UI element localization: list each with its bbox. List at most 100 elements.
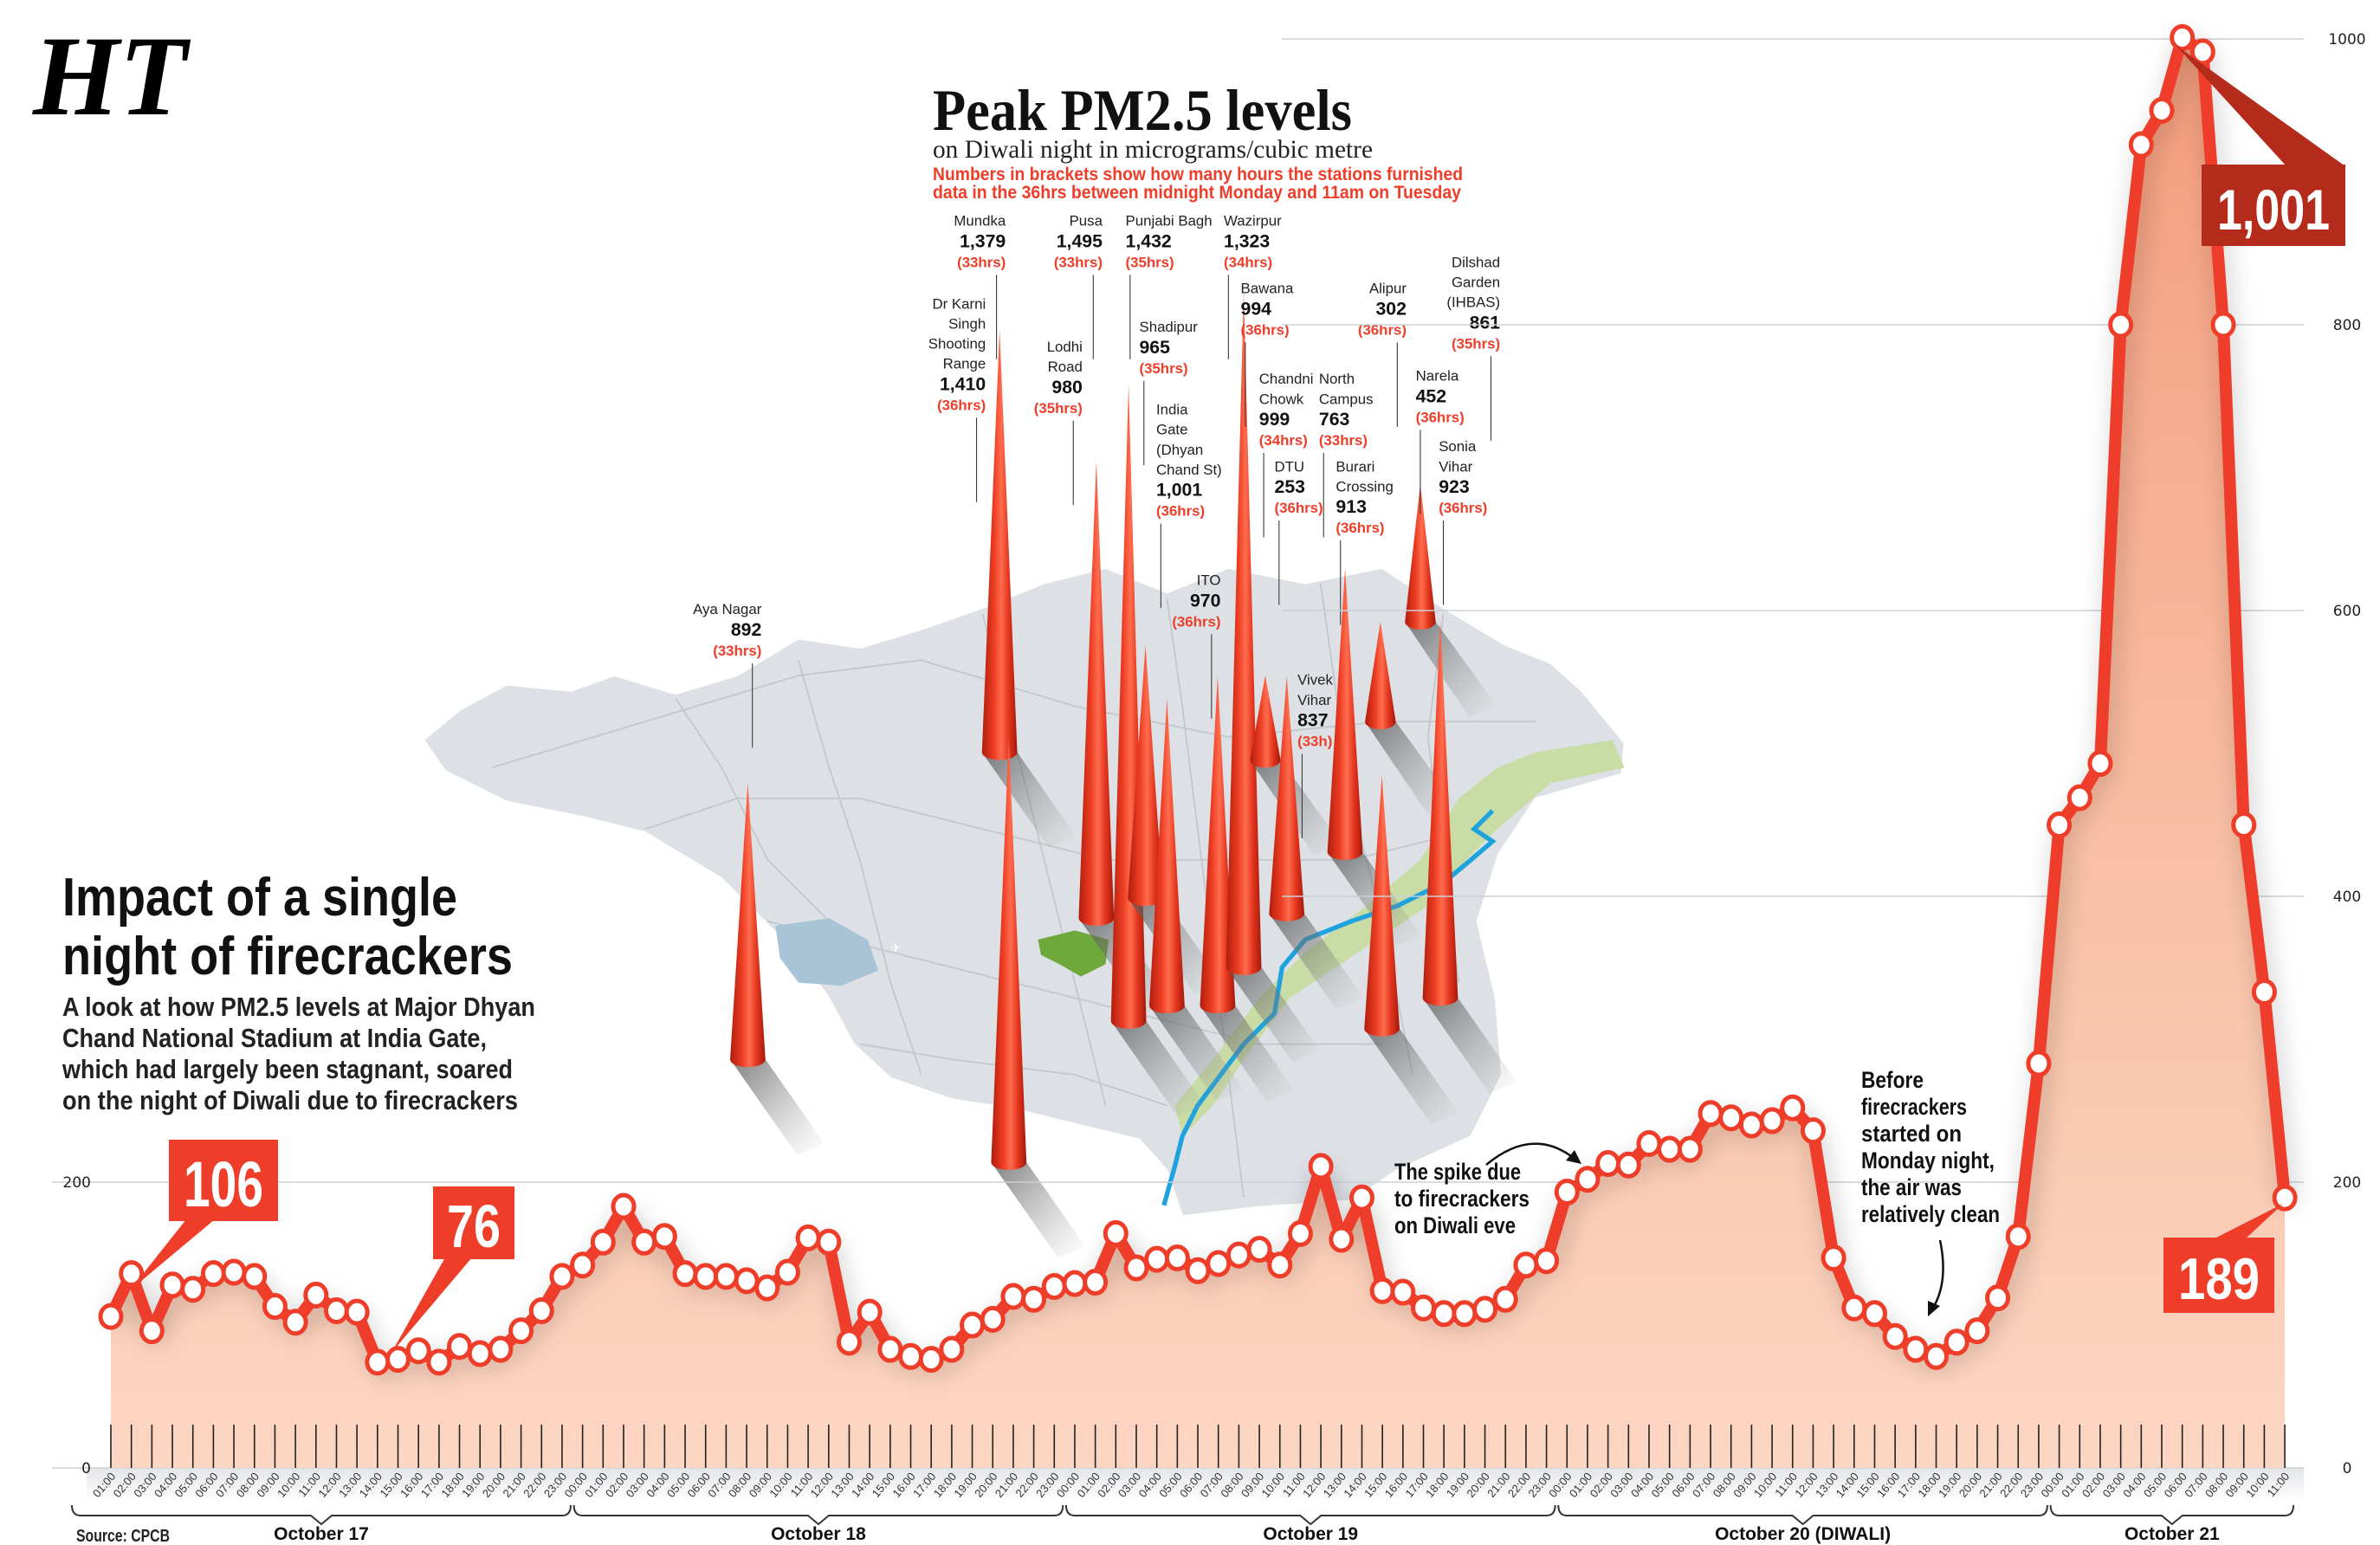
data-point xyxy=(549,1263,575,1290)
airport-icon: ✈ xyxy=(890,941,901,955)
data-point xyxy=(980,1305,1006,1333)
callout-189: 189 xyxy=(2163,1204,2283,1313)
station-name: DTU xyxy=(1275,458,1305,475)
station-name: Chandni xyxy=(1259,371,1314,387)
data-point xyxy=(303,1281,329,1309)
station-hours: (33hrs) xyxy=(713,643,761,659)
annotation-before: Before firecrackers started on Monday ni… xyxy=(1861,1067,2000,1316)
y-tick-label-right: 0 xyxy=(2343,1460,2352,1477)
data-point xyxy=(139,1317,165,1345)
map-note-line-1: Numbers in brackets show how many hours … xyxy=(933,165,1463,184)
station-label-shadipur: Shadipur 965 (35hrs) xyxy=(1139,319,1198,377)
station-value: 980 xyxy=(1051,377,1082,398)
data-point xyxy=(2026,1050,2052,1077)
day-brace xyxy=(71,1504,572,1526)
data-point xyxy=(1206,1250,1232,1277)
data-point xyxy=(323,1297,349,1324)
map-note-line-2: data in the 36hrs between midnight Monda… xyxy=(933,183,1461,203)
station-hours: (36hrs) xyxy=(1416,410,1465,426)
dek-line-1: A look at how PM2.5 levels at Major Dhya… xyxy=(62,992,535,1022)
callout-pointer xyxy=(391,1257,472,1353)
station-hours: (36hrs) xyxy=(1439,500,1487,516)
station-hours: (35hrs) xyxy=(1139,360,1187,377)
station-name: Chowk xyxy=(1259,391,1304,407)
station-name: North xyxy=(1319,371,1355,387)
yamuna-river xyxy=(1161,809,1497,1206)
station-name: Lodhi xyxy=(1047,339,1083,355)
data-point xyxy=(2170,23,2196,51)
data-point xyxy=(795,1224,821,1251)
station-value: 1,410 xyxy=(940,373,986,394)
data-point xyxy=(1821,1244,1846,1271)
data-point xyxy=(1800,1117,1826,1145)
pm25-cone xyxy=(1149,698,1185,1014)
data-point xyxy=(2231,811,2257,838)
data-points xyxy=(98,23,2298,1376)
station-value: 965 xyxy=(1139,337,1170,358)
cone-shadow xyxy=(1364,1028,1459,1124)
station-value: 1,001 xyxy=(1156,480,1202,501)
pm25-cone xyxy=(1250,676,1281,768)
data-point xyxy=(1861,1300,1887,1328)
data-point xyxy=(713,1263,739,1290)
data-point xyxy=(1841,1294,1867,1322)
data-point xyxy=(1718,1104,1744,1132)
data-point xyxy=(1041,1272,1067,1300)
map-subtitle: on Diwali night in micrograms/cubic metr… xyxy=(933,135,1373,164)
dek-line-3: which had largely been stagnant, soared xyxy=(61,1054,513,1084)
data-point xyxy=(1472,1296,1498,1323)
station-hours: (34hrs) xyxy=(1224,254,1272,270)
data-point xyxy=(1492,1285,1518,1313)
station-hours: (34hrs) xyxy=(1259,432,1308,449)
data-point xyxy=(1738,1111,1764,1139)
annotation-spike: The spike due to firecrackers on Diwali … xyxy=(1394,1142,1581,1238)
headline-block: Impact of a single night of firecrackers… xyxy=(61,868,535,1115)
data-point xyxy=(1390,1278,1416,1306)
pm25-cone xyxy=(1405,483,1436,630)
station-value: 1,432 xyxy=(1126,230,1172,251)
callout-value: 189 xyxy=(2178,1246,2260,1312)
station-hours: (33hrs) xyxy=(957,254,1006,270)
station-name: Punjabi Bagh xyxy=(1126,213,1213,229)
data-point xyxy=(2149,97,2175,124)
station-hours: (35hrs) xyxy=(1452,335,1500,352)
dek-line-4: on the night of Diwali due to firecracke… xyxy=(62,1085,518,1115)
pm25-cone xyxy=(1364,775,1400,1037)
callout-box xyxy=(433,1186,514,1259)
station-name: Sonia xyxy=(1439,438,1477,455)
data-point xyxy=(159,1271,185,1299)
day-label: October 20 (DIWALI) xyxy=(1715,1524,1891,1544)
annotation-line: Monday night, xyxy=(1861,1147,1995,1173)
data-point xyxy=(1267,1251,1293,1279)
station-value: 861 xyxy=(1470,312,1501,333)
area-fill xyxy=(111,37,2286,1468)
data-point xyxy=(1021,1285,1047,1313)
data-point xyxy=(1943,1328,1969,1356)
station-name: India xyxy=(1156,402,1188,418)
station-name: Dilshad xyxy=(1452,254,1500,270)
data-point xyxy=(1144,1245,1170,1273)
station-name: Pusa xyxy=(1070,213,1103,229)
day-brace xyxy=(2049,1504,2295,1526)
data-point xyxy=(1348,1184,1374,1212)
station-hours: (33hrs) xyxy=(1054,254,1103,270)
data-point xyxy=(1985,1284,2011,1312)
data-point xyxy=(1123,1254,1149,1282)
data-point xyxy=(1164,1244,1190,1271)
data-point xyxy=(857,1298,883,1326)
station-value: 452 xyxy=(1416,385,1446,406)
data-point xyxy=(1226,1241,1251,1269)
data-point xyxy=(467,1340,493,1367)
data-point xyxy=(1083,1269,1109,1296)
data-point xyxy=(877,1335,903,1363)
data-point xyxy=(631,1228,657,1256)
data-point xyxy=(405,1337,431,1365)
pm25-line-chart: 0 200 400 600 800 1000 0 200 01:0002:0003:0004:… xyxy=(52,23,2366,1544)
day-braces: October 17 October 18 October 19 October 20… xyxy=(71,1504,2295,1544)
